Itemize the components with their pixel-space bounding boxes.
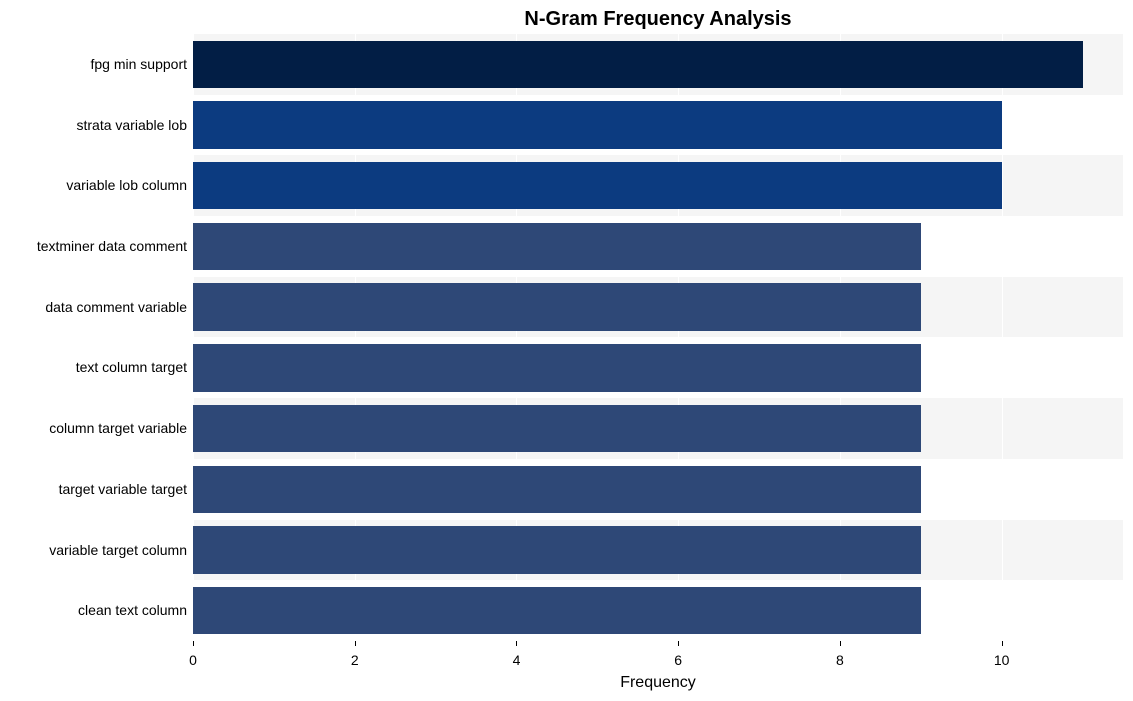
y-tick-label: fpg min support bbox=[91, 56, 188, 72]
y-tick-label: data comment variable bbox=[45, 299, 187, 315]
y-tick-label: strata variable lob bbox=[76, 117, 187, 133]
x-tick bbox=[193, 641, 194, 646]
x-tick bbox=[516, 641, 517, 646]
y-tick-label: variable target column bbox=[49, 542, 187, 558]
bar bbox=[193, 587, 921, 634]
x-axis-title: Frequency bbox=[193, 674, 1123, 692]
y-tick-label: textminer data comment bbox=[37, 238, 187, 254]
bar bbox=[193, 41, 1083, 88]
y-tick-label: variable lob column bbox=[66, 177, 187, 193]
y-tick-label: target variable target bbox=[59, 481, 187, 497]
bar bbox=[193, 344, 921, 391]
x-tick-label: 4 bbox=[513, 652, 521, 668]
ngram-frequency-chart: N-Gram Frequency Analysis fpg min suppor… bbox=[0, 0, 1133, 701]
bar bbox=[193, 223, 921, 270]
bar bbox=[193, 526, 921, 573]
x-tick-label: 10 bbox=[994, 652, 1010, 668]
gridline bbox=[1002, 34, 1003, 641]
bar bbox=[193, 405, 921, 452]
bar bbox=[193, 162, 1002, 209]
x-tick-label: 8 bbox=[836, 652, 844, 668]
y-tick-label: column target variable bbox=[49, 420, 187, 436]
bar bbox=[193, 283, 921, 330]
bar bbox=[193, 101, 1002, 148]
x-tick-label: 2 bbox=[351, 652, 359, 668]
x-tick bbox=[355, 641, 356, 646]
bar bbox=[193, 466, 921, 513]
x-tick bbox=[678, 641, 679, 646]
x-tick-label: 0 bbox=[189, 652, 197, 668]
chart-title: N-Gram Frequency Analysis bbox=[193, 8, 1123, 31]
x-tick-label: 6 bbox=[674, 652, 682, 668]
x-tick bbox=[840, 641, 841, 646]
y-tick-label: clean text column bbox=[78, 602, 187, 618]
plot-area bbox=[193, 34, 1123, 641]
x-tick bbox=[1002, 641, 1003, 646]
y-tick-label: text column target bbox=[76, 359, 187, 375]
